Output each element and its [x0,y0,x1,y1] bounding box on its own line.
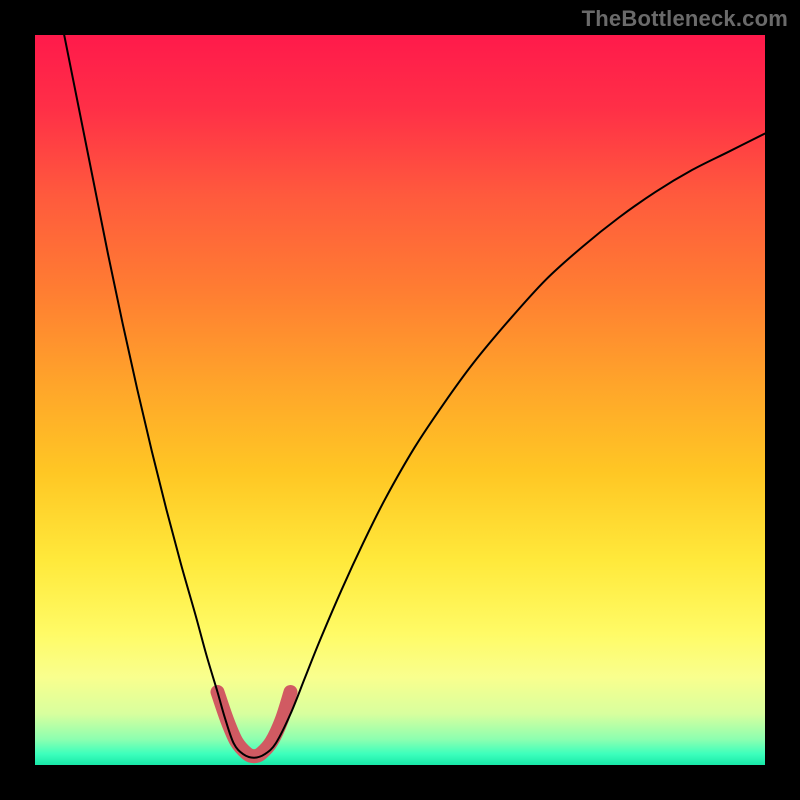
bottleneck-curve [64,35,765,758]
figure-root: TheBottleneck.com [0,0,800,800]
chart-svg [35,35,765,765]
watermark-text: TheBottleneck.com [582,6,788,32]
curve-highlight [218,692,291,756]
plot-area [35,35,765,765]
